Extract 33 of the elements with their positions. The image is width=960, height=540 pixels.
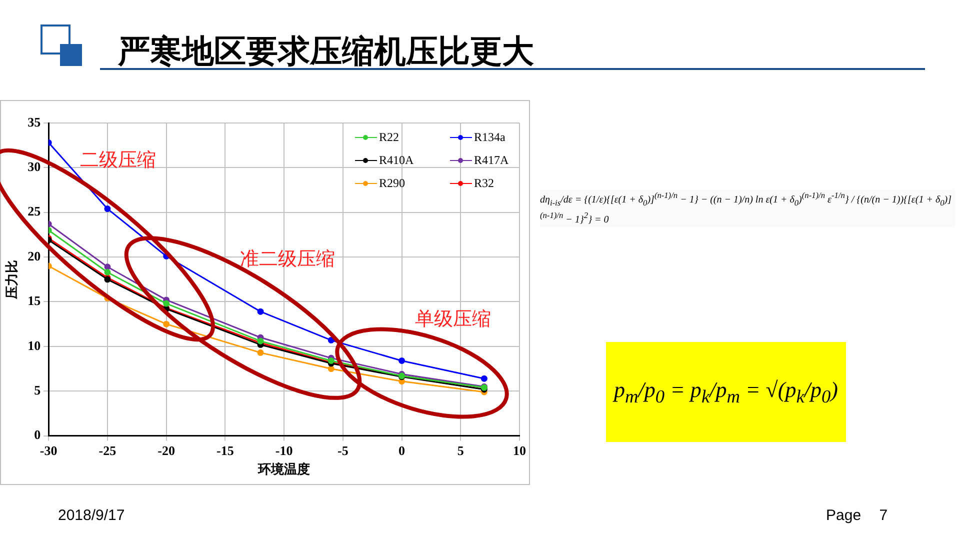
y-tick-label: 5 xyxy=(34,382,42,398)
x-tick-label: -15 xyxy=(216,442,234,458)
y-tick-label: 25 xyxy=(28,204,42,219)
chart-title: 严寒地区要求压缩机压比更大 xyxy=(118,31,534,72)
x-tick-label: -10 xyxy=(275,442,293,458)
x-tick-label: -20 xyxy=(158,442,175,458)
y-axis-title: 压力比 xyxy=(4,260,20,300)
legend-label: R417A xyxy=(474,153,509,168)
annotation: 单级压缩 xyxy=(415,308,491,332)
annotation: 二级压缩 xyxy=(80,149,156,173)
text: Page 7 xyxy=(826,507,888,524)
y-tick-label: 30 xyxy=(28,159,41,174)
x-tick-label: 0 xyxy=(398,442,406,458)
y-tick-label: 0 xyxy=(34,427,41,442)
text: p$_{m}$/p$_{0}$ = p$_{k}$/p$_{m}$ = √(p$_{k}$/p$_{0}$) xyxy=(614,376,838,406)
y-tick-label: 35 xyxy=(28,114,42,130)
legend-label: R134a xyxy=(474,130,506,145)
x-tick-label: -30 xyxy=(40,442,58,458)
x-tick-label: 5 xyxy=(457,442,464,458)
annotation: 准二级压缩 xyxy=(240,248,335,272)
legend-label: R32 xyxy=(474,176,494,191)
y-tick-label: 20 xyxy=(28,248,41,264)
y-tick-label: 15 xyxy=(28,293,42,308)
y-tick-label: 10 xyxy=(28,338,41,353)
x-tick-label: 10 xyxy=(513,442,526,458)
text: dη$_{i-is}$/dε = {(1/ε){[ε(1 + δ$_{0}$)]$^{(n-1)/n}$ − 1} − ((n − 1)/n) ln ε(1 + δ$_{0}$)$^{(n-1)/n}$ ε$^{-1/n}$} / {(n/(n − 1)){[ε(1 + δ$_{0}$)]$^{(n-1)/n}$ − 1}$^{2}$} = 0 xyxy=(540,191,952,226)
x-tick-label: -25 xyxy=(98,442,117,458)
x-axis-title: 环境温度 xyxy=(257,462,310,477)
text: 2018/9/17 xyxy=(58,507,125,524)
x-tick-label: -5 xyxy=(337,442,349,458)
legend-label: R410A xyxy=(379,153,414,168)
legend-label: R290 xyxy=(379,176,406,191)
legend-label: R22 xyxy=(379,130,400,145)
